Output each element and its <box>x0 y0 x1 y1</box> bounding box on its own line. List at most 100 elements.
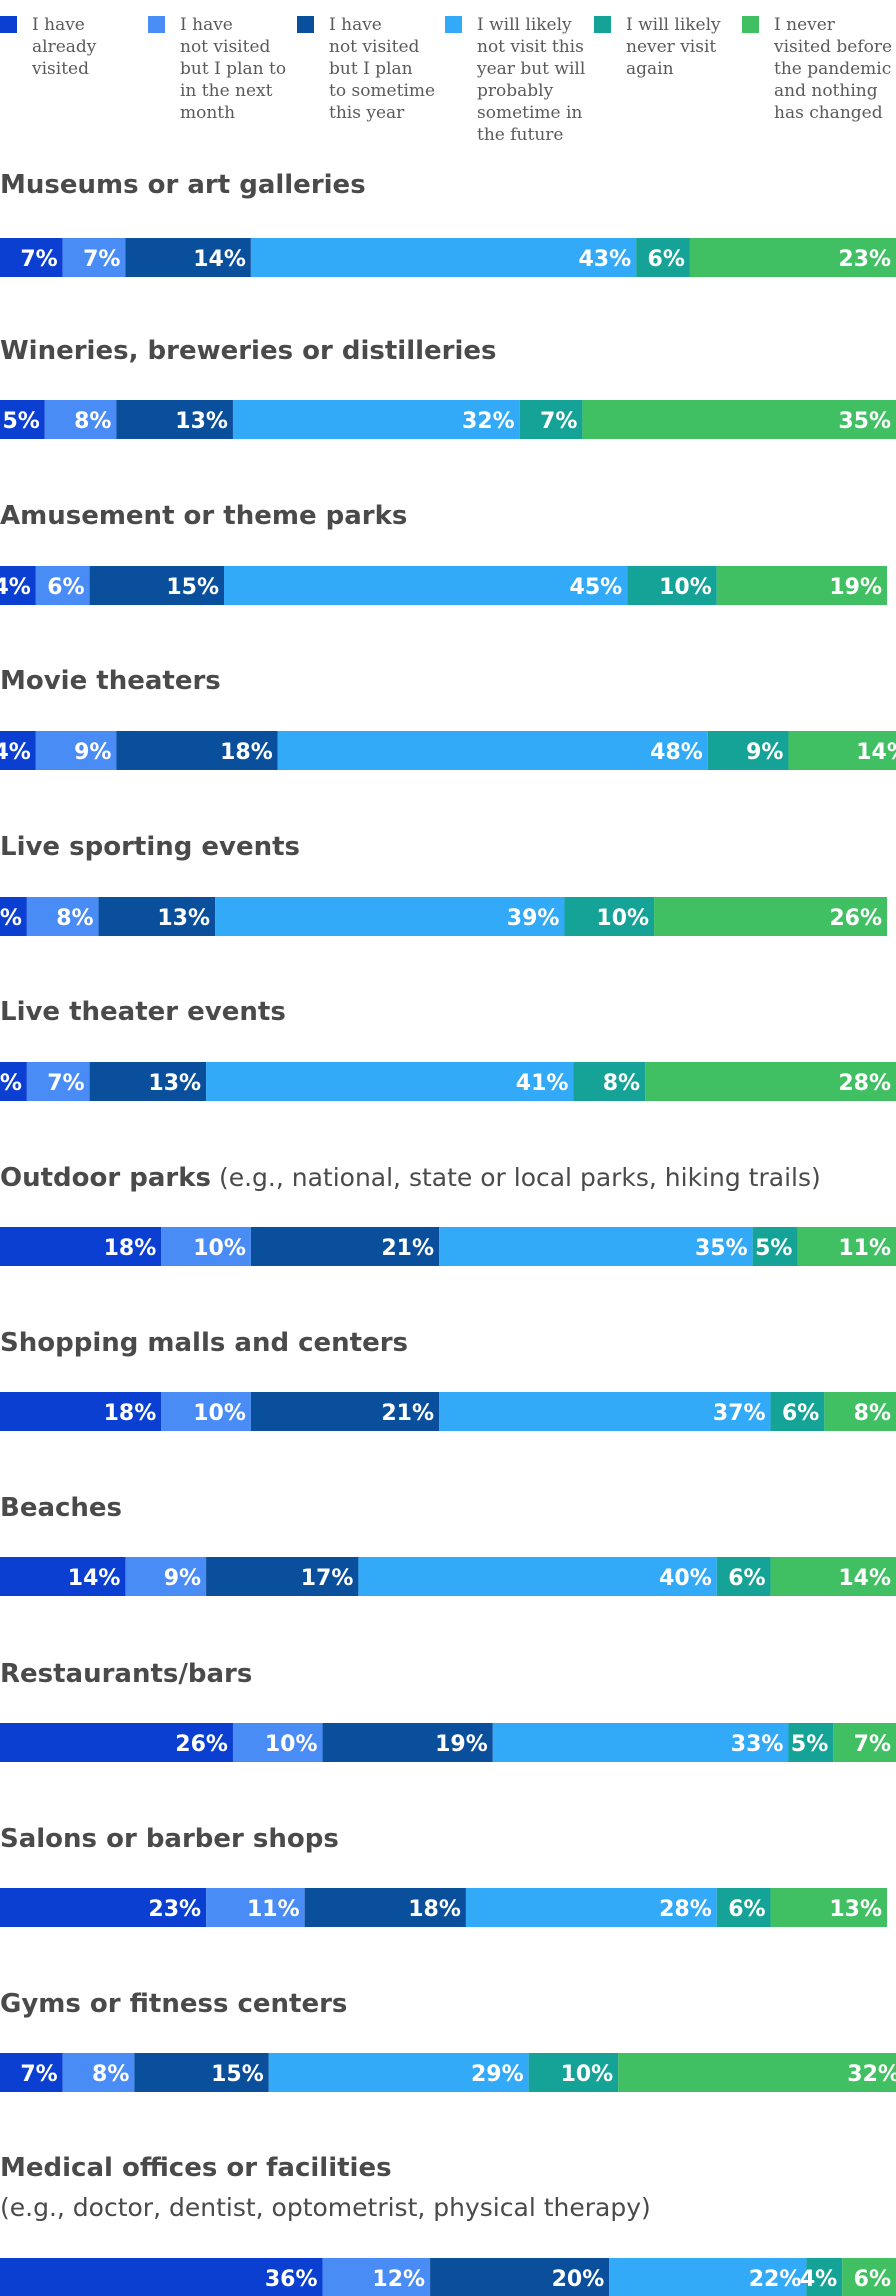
data-label: 6% <box>782 1401 819 1426</box>
category-title: Wineries, breweries or distilleries <box>0 336 497 366</box>
data-label: 18% <box>104 1401 157 1426</box>
data-label: 43% <box>578 247 631 272</box>
data-label: 5% <box>755 1236 792 1261</box>
bar-segment <box>215 897 565 936</box>
data-label: 48% <box>650 740 703 765</box>
category-title: Outdoor parks (e.g., national, state or … <box>0 1163 821 1193</box>
bar-segment <box>26 897 99 936</box>
bar-segment <box>824 1392 896 1431</box>
bar-segment <box>770 1888 888 1927</box>
data-label: 13% <box>148 1071 201 1096</box>
data-label: 12% <box>372 2267 425 2292</box>
bar-segment <box>250 1227 440 1266</box>
data-label: 13% <box>175 409 228 434</box>
category-title: Museums or art galleries <box>0 170 366 200</box>
bar-segment <box>707 731 789 770</box>
data-label: 7% <box>540 409 577 434</box>
data-label: 19% <box>435 1732 488 1757</box>
data-label: 8% <box>74 409 111 434</box>
data-label: 23% <box>148 1897 201 1922</box>
data-label: 10% <box>561 2062 614 2087</box>
data-label: 6% <box>47 575 84 600</box>
category-row: Restaurants/bars 26% 10% 19% 33% 5% 7% <box>0 1659 896 1762</box>
category-row: Salons or barber shops 23% 11% 18% 28% 6% 13% <box>0 1824 888 1927</box>
category-title-bold: Museums or art galleries <box>0 170 366 200</box>
bar-segment <box>35 731 117 770</box>
bar-segment <box>116 731 278 770</box>
bar-segment <box>636 238 690 277</box>
data-label: 35% <box>695 1236 748 1261</box>
legend-label: I have not visited but I plan to in the nex… <box>180 15 286 123</box>
bar-segment <box>206 1557 359 1596</box>
legend-label-line: year but will <box>476 59 585 79</box>
category-row: Outdoor parks (e.g., national, state or … <box>0 1163 896 1266</box>
bar-segment <box>277 731 708 770</box>
category-title-bold: Beaches <box>0 1493 122 1523</box>
bar-segment <box>161 1227 251 1266</box>
bar-segment <box>770 1392 825 1431</box>
bar-segment <box>358 1557 717 1596</box>
data-label: 4% <box>0 740 31 765</box>
bar-segment <box>788 731 896 770</box>
category-title: Movie theaters <box>0 666 221 696</box>
data-label: 6% <box>648 247 685 272</box>
bar-segment <box>0 1723 233 1762</box>
category-title-bold: Movie theaters <box>0 666 221 696</box>
category-title-bold: Wineries, breweries or distilleries <box>0 336 497 366</box>
data-label: 3% <box>0 1071 22 1096</box>
data-label: 19% <box>829 575 882 600</box>
legend-label: I have already visited <box>31 15 97 79</box>
data-label: 40% <box>659 1566 712 1591</box>
category-title-bold: Live sporting events <box>0 832 300 862</box>
category-title-bold: Restaurants/bars <box>0 1659 252 1689</box>
bar-segment <box>116 400 233 439</box>
legend-label-line: again <box>626 59 674 79</box>
legend-label-line: and nothing <box>774 81 878 101</box>
bar-segment <box>89 566 224 605</box>
legend-label-line: but I plan <box>329 59 413 79</box>
category-title: Restaurants/bars <box>0 1659 252 1689</box>
data-label: 35% <box>838 409 891 434</box>
category-title: Amusement or theme parks <box>0 501 407 531</box>
data-label: 10% <box>659 575 712 600</box>
legend-label-line: probably <box>477 81 554 101</box>
bar-segment <box>232 1723 323 1762</box>
data-label: 9% <box>746 740 783 765</box>
bar-segment <box>573 1062 646 1101</box>
legend-label-line: never visit <box>626 37 716 57</box>
data-label: 17% <box>301 1566 354 1591</box>
legend-item: I will likely not visit this year but will… <box>445 15 585 145</box>
data-label: 32% <box>462 409 515 434</box>
bar-segment <box>250 238 637 277</box>
bar-segment <box>528 2053 619 2092</box>
category-row: Live sporting events 3% 8% 13% 39% 10% 26% <box>0 832 888 936</box>
category-title-note: (e.g., national, state or local parks, h… <box>211 1163 821 1192</box>
data-label: 26% <box>829 906 882 931</box>
data-label: 32% <box>847 2062 896 2087</box>
data-label: 7% <box>47 1071 84 1096</box>
bar-segment <box>161 1392 251 1431</box>
bar-segment <box>0 1062 27 1101</box>
bar-segment <box>716 566 888 605</box>
data-label: 18% <box>408 1897 461 1922</box>
bar-segment <box>492 1723 789 1762</box>
data-label: 7% <box>20 247 57 272</box>
legend-label-line: month <box>180 103 235 123</box>
bar-segment <box>0 731 36 770</box>
legend-label-line: I will likely <box>626 15 721 35</box>
data-label: 13% <box>157 906 210 931</box>
bar-segment <box>609 2258 807 2296</box>
legend-label-line: I have <box>329 15 382 35</box>
data-label: 6% <box>728 1566 765 1591</box>
data-label: 39% <box>507 906 560 931</box>
bar-segment <box>430 2258 610 2296</box>
data-label: 8% <box>603 1071 640 1096</box>
bar-segment <box>564 897 655 936</box>
legend-swatch <box>148 16 165 33</box>
category-title-bold: Gyms or fitness centers <box>0 1989 347 2019</box>
category-title-bold: Outdoor parks <box>0 1163 211 1193</box>
bar-segment <box>770 1557 896 1596</box>
legend-swatch <box>742 16 759 33</box>
bar-segment <box>0 1227 162 1266</box>
data-label: 36% <box>265 2267 318 2292</box>
